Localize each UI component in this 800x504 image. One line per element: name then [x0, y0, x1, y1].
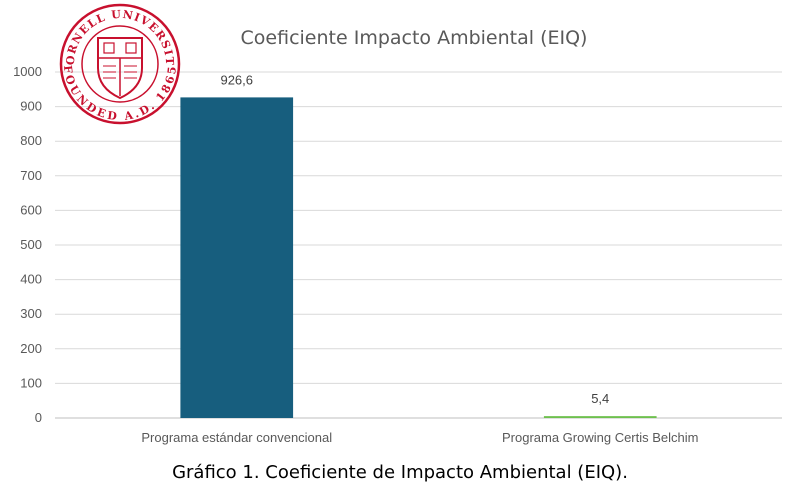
x-tick-label: Programa estándar convencional	[141, 430, 332, 445]
y-tick-label: 0	[35, 410, 42, 425]
y-tick-label: 400	[20, 272, 42, 287]
data-label: 926,6	[220, 72, 253, 87]
x-axis-ticks: Programa estándar convencional Programa G…	[141, 430, 698, 445]
y-tick-label: 200	[20, 341, 42, 356]
x-tick-label: Programa Growing Certis Belchim	[502, 430, 699, 445]
cornell-seal-logo: CORNELL UNIVERSITY FOUNDED A.D. 1865	[58, 2, 181, 125]
y-tick-label: 100	[20, 375, 42, 390]
y-tick-label: 800	[20, 133, 42, 148]
seal-top-text: CORNELL UNIVERSITY	[58, 2, 175, 66]
y-tick-label: 700	[20, 168, 42, 183]
data-labels: 926,6 5,4	[220, 72, 609, 406]
data-label: 5,4	[591, 391, 609, 406]
y-tick-label: 1000	[13, 64, 42, 79]
chart-title: Coeficiente Impacto Ambiental (EIQ)	[241, 27, 588, 49]
y-tick-label: 500	[20, 237, 42, 252]
y-tick-label: 300	[20, 306, 42, 321]
seal-emblem	[59, 3, 181, 125]
gridlines	[55, 71, 782, 419]
bar	[180, 97, 294, 419]
y-axis-ticks: 0 100 200 300 400 500 600 700 800 900 1000	[13, 64, 42, 425]
bar-chart: 0 100 200 300 400 500 600 700 800 900 1000 926,6 5,…	[13, 27, 782, 445]
svg-text:CORNELL UNIVERSITY: CORNELL UNIVERSITY	[58, 2, 176, 66]
bars	[180, 97, 657, 419]
figure-caption: Gráfico 1. Coeficiente de Impacto Ambien…	[172, 462, 628, 483]
y-tick-label: 900	[20, 99, 42, 114]
bar	[543, 416, 657, 418]
y-tick-label: 600	[20, 202, 42, 217]
